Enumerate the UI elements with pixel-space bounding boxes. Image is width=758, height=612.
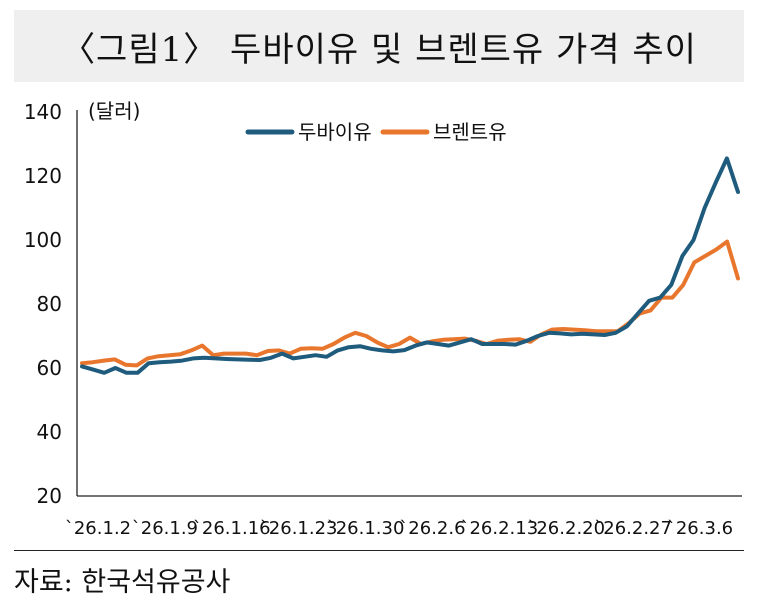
x-tick-label: `26.3.6 (667, 518, 733, 539)
x-tick-label: `26.2.6 (399, 518, 465, 539)
y-tick-label: 120 (24, 164, 62, 188)
y-tick-label: 80 (37, 292, 62, 316)
y-tick-label: 40 (37, 420, 62, 444)
legend-label: 브렌트유 (433, 120, 507, 144)
chart-title: 〈그림1〉 두바이유 및 브렌트유 가격 추이 (61, 29, 697, 70)
series-lines (80, 156, 740, 375)
x-tick-label: `26.2.27 (594, 518, 672, 539)
y-axis-unit-label: (달러) (88, 99, 140, 123)
x-tick-label: `26.1.2 (65, 518, 131, 539)
y-tick-label: 60 (37, 356, 62, 380)
bottom-divider (14, 550, 744, 551)
y-tick-label: 20 (37, 484, 62, 508)
x-tick-label: `26.1.30 (327, 518, 405, 539)
title-bar: 〈그림1〉 두바이유 및 브렌트유 가격 추이 (14, 10, 744, 82)
y-tick-label: 100 (24, 228, 62, 252)
x-tick-label: `26.1.23 (260, 518, 338, 539)
series-line-dubai (80, 156, 740, 375)
y-tick-labels: 20 40 60 80 100 120 140 (24, 100, 62, 508)
x-tick-label: `26.1.16 (193, 518, 271, 539)
legend-label: 두바이유 (298, 120, 372, 144)
legend: 두바이유 브렌트유 (245, 120, 507, 144)
x-tick-label: `26.2.20 (527, 518, 605, 539)
x-tick-labels: `26.1.2 `26.1.9`26.1.16`26.1.23`26.1.30`2… (65, 518, 733, 539)
source-note: 자료: 한국석유공사 (14, 567, 231, 598)
y-tick-label: 140 (24, 100, 62, 124)
x-tick-label: `26.1.9 (132, 518, 198, 539)
x-tick-label: `26.2.13 (460, 518, 538, 539)
